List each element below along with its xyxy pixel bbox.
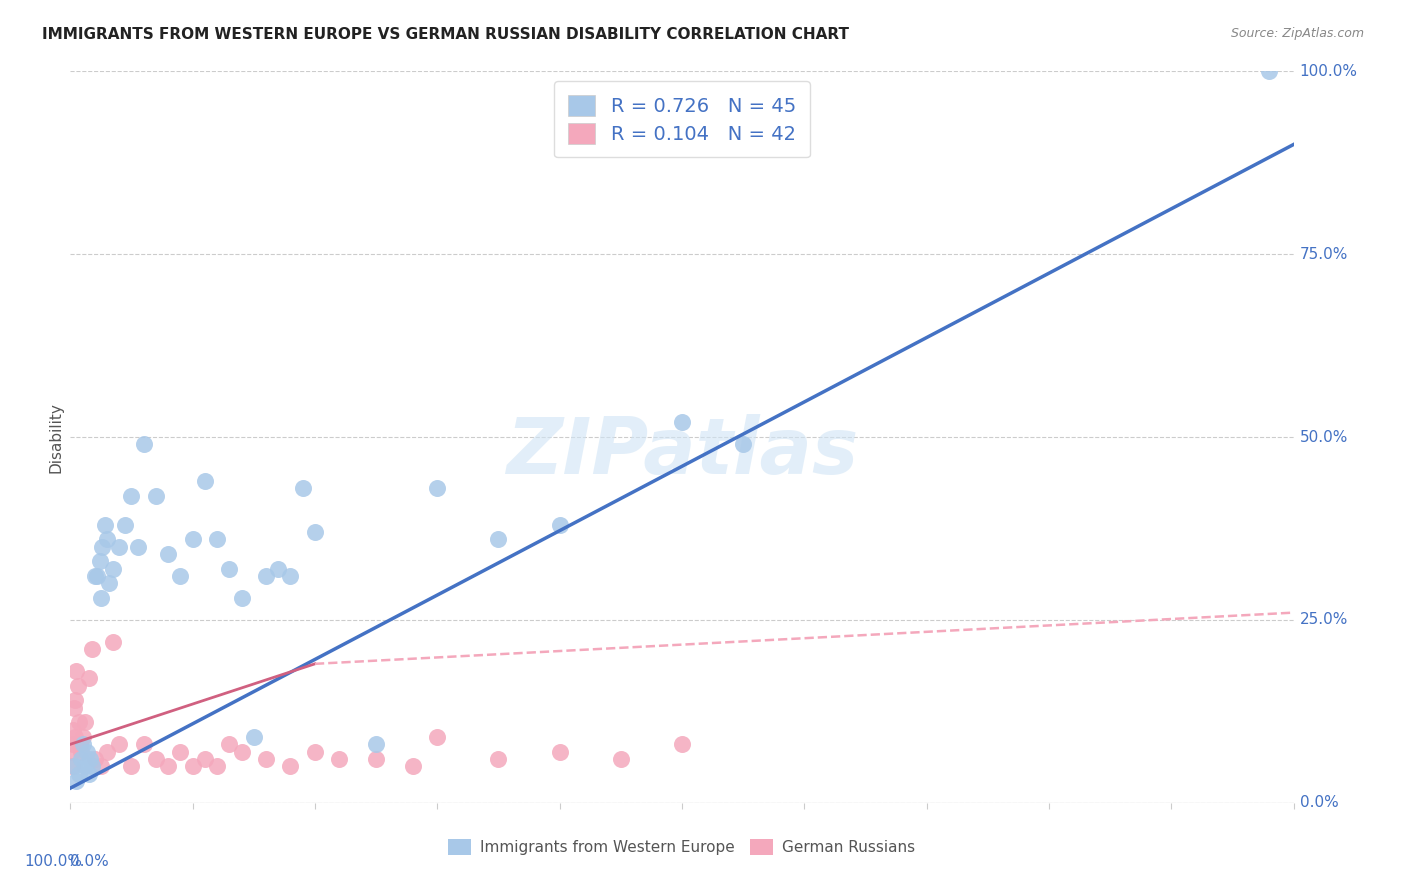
Point xyxy=(671,416,693,430)
Point xyxy=(77,766,100,780)
Text: Source: ZipAtlas.com: Source: ZipAtlas.com xyxy=(1230,27,1364,40)
Text: 75.0%: 75.0% xyxy=(1299,247,1348,261)
Point xyxy=(108,540,131,554)
Point xyxy=(194,474,217,488)
Point xyxy=(402,759,425,773)
Point xyxy=(280,569,302,583)
Point xyxy=(63,700,86,714)
Point xyxy=(243,730,266,744)
Point xyxy=(205,533,228,547)
Point xyxy=(69,737,91,751)
Text: 0.0%: 0.0% xyxy=(70,854,110,869)
Point xyxy=(70,752,93,766)
Point xyxy=(426,481,449,495)
Point xyxy=(548,745,571,759)
Point xyxy=(114,517,136,532)
Point xyxy=(60,745,83,759)
Point xyxy=(194,752,217,766)
Point xyxy=(127,540,149,554)
Point xyxy=(91,540,114,554)
Point xyxy=(86,569,108,583)
Point xyxy=(73,715,96,730)
Point xyxy=(62,723,84,737)
Point xyxy=(76,745,98,759)
Point xyxy=(169,745,191,759)
Point xyxy=(67,766,90,780)
Point xyxy=(610,752,633,766)
Point xyxy=(79,752,101,766)
Point xyxy=(63,693,86,707)
Point xyxy=(145,489,167,503)
Point xyxy=(169,569,191,583)
Point xyxy=(231,591,253,605)
Point xyxy=(101,635,124,649)
Point xyxy=(366,737,388,751)
Point xyxy=(121,489,143,503)
Point xyxy=(488,752,510,766)
Point xyxy=(96,533,118,547)
Point xyxy=(548,517,571,532)
Text: ZIPatlas: ZIPatlas xyxy=(506,414,858,490)
Point xyxy=(426,730,449,744)
Text: 100.0%: 100.0% xyxy=(1299,64,1358,78)
Point xyxy=(96,745,118,759)
Point xyxy=(181,759,204,773)
Point xyxy=(73,759,96,773)
Point xyxy=(67,715,90,730)
Point xyxy=(62,737,84,751)
Point xyxy=(82,642,104,657)
Point xyxy=(63,730,86,744)
Point xyxy=(98,576,121,591)
Point xyxy=(90,759,112,773)
Point xyxy=(1258,64,1281,78)
Point xyxy=(66,679,89,693)
Point xyxy=(157,759,180,773)
Point xyxy=(72,737,94,751)
Point xyxy=(733,437,755,451)
Point xyxy=(72,730,94,744)
Text: 100.0%: 100.0% xyxy=(24,854,83,869)
Point xyxy=(70,745,93,759)
Point xyxy=(267,562,290,576)
Point xyxy=(132,437,155,451)
Point xyxy=(181,533,204,547)
Point xyxy=(93,517,115,532)
Point xyxy=(254,569,277,583)
Text: 0.0%: 0.0% xyxy=(1299,796,1339,810)
Text: IMMIGRANTS FROM WESTERN EUROPE VS GERMAN RUSSIAN DISABILITY CORRELATION CHART: IMMIGRANTS FROM WESTERN EUROPE VS GERMAN… xyxy=(42,27,849,42)
Point xyxy=(205,759,228,773)
Point xyxy=(304,745,326,759)
Point xyxy=(488,533,510,547)
Text: 25.0%: 25.0% xyxy=(1299,613,1348,627)
Point xyxy=(671,737,693,751)
Point xyxy=(291,481,314,495)
Point xyxy=(157,547,180,561)
Point xyxy=(218,562,240,576)
Point xyxy=(304,525,326,540)
Point xyxy=(132,737,155,751)
Point xyxy=(63,759,86,773)
Point xyxy=(101,562,124,576)
Point xyxy=(145,752,167,766)
Point xyxy=(218,737,240,751)
Point xyxy=(231,745,253,759)
Point xyxy=(60,759,83,773)
Point xyxy=(83,752,105,766)
Point xyxy=(121,759,143,773)
Point xyxy=(65,773,87,788)
Point xyxy=(90,591,112,605)
Point xyxy=(77,672,100,686)
Point xyxy=(82,759,104,773)
Point xyxy=(108,737,131,751)
Point xyxy=(280,759,302,773)
Point xyxy=(254,752,277,766)
Point xyxy=(89,554,111,568)
Point xyxy=(65,664,87,678)
Point xyxy=(366,752,388,766)
Text: 50.0%: 50.0% xyxy=(1299,430,1348,444)
Y-axis label: Disability: Disability xyxy=(48,401,63,473)
Point xyxy=(83,569,105,583)
Legend: Immigrants from Western Europe, German Russians: Immigrants from Western Europe, German R… xyxy=(441,833,922,861)
Point xyxy=(328,752,350,766)
